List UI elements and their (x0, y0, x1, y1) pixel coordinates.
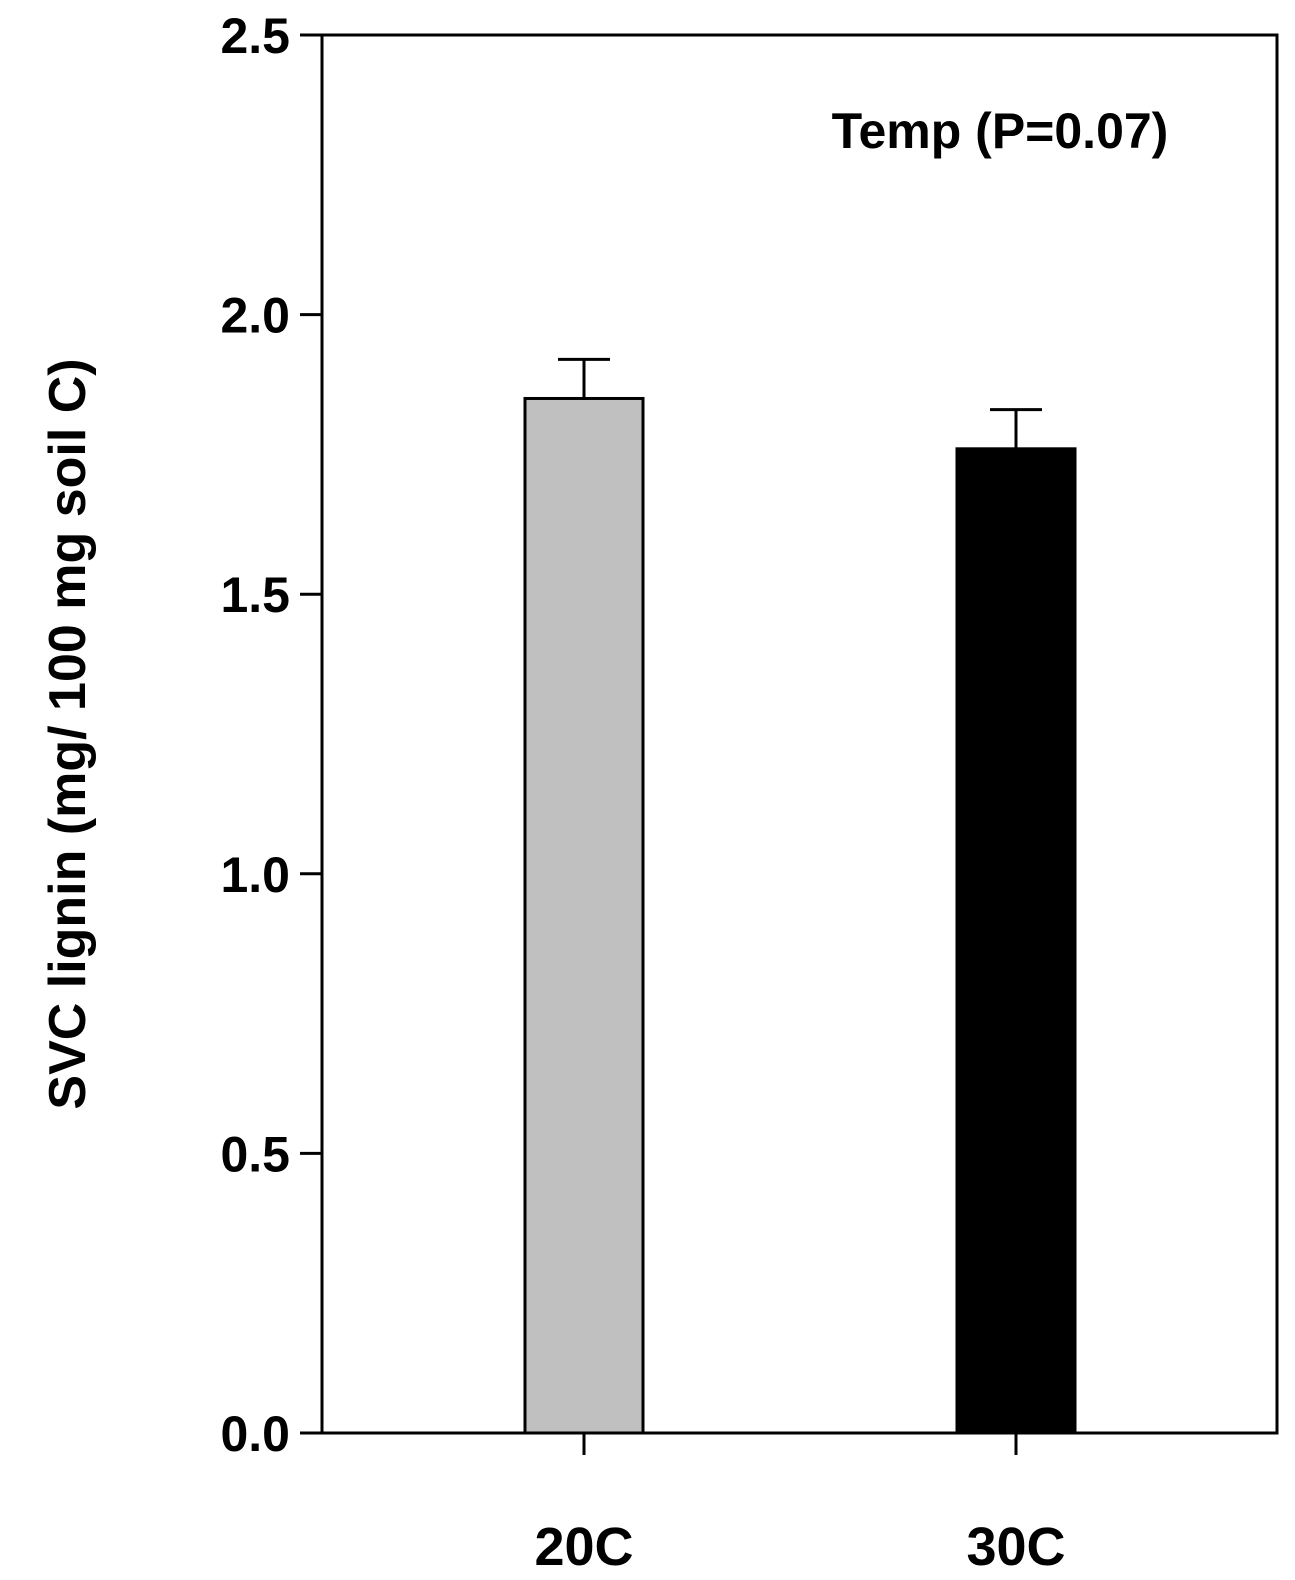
y-tick-label: 2.0 (220, 288, 290, 344)
x-tick-label: 30C (966, 1517, 1065, 1577)
y-tick-label: 1.5 (220, 567, 290, 623)
y-tick-label: 0.0 (220, 1406, 290, 1462)
y-axis-title: SVC lignin (mg/ 100 mg soil C) (39, 358, 97, 1109)
y-tick-label: 2.5 (220, 8, 290, 64)
y-tick-label: 1.0 (220, 847, 290, 903)
annotation-label: Temp (P=0.07) (832, 103, 1169, 159)
plot-frame (320, 33, 1279, 1435)
y-tick-label: 0.5 (220, 1126, 290, 1182)
bar (523, 396, 645, 1435)
bars (523, 357, 1077, 1435)
y-axis: 0.0 0.5 1.0 1.5 2.0 2.5 (220, 8, 322, 1462)
bar (955, 447, 1077, 1435)
x-tick-label: 20C (534, 1517, 633, 1577)
x-axis: 20C 30C (534, 1433, 1066, 1577)
